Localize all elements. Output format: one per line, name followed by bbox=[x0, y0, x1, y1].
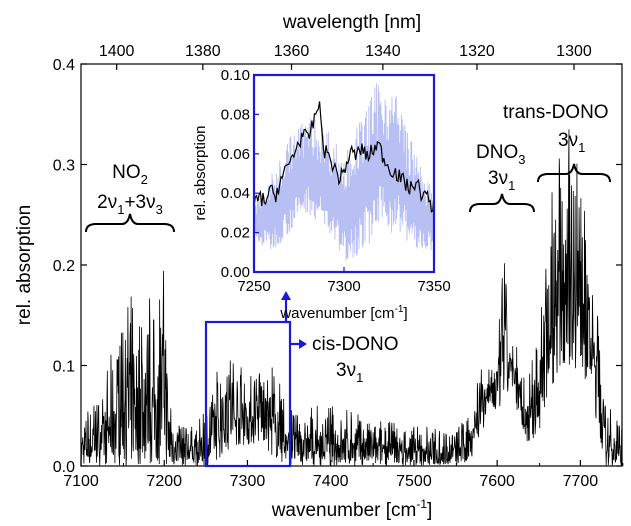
y-tick-label: 0.4 bbox=[53, 57, 75, 74]
inset-y-tick-label: 0.08 bbox=[221, 106, 250, 123]
top-tick-label: 1340 bbox=[365, 43, 401, 60]
inset-x-tick-label: 7250 bbox=[237, 278, 270, 295]
trans-dono-bracket bbox=[537, 163, 611, 183]
x-axis-title: wavenumber [cm-1] bbox=[271, 497, 433, 521]
dno3-label: DNO3 bbox=[476, 142, 525, 167]
main-spectrum-line bbox=[80, 129, 623, 467]
cis-dono-highlight-box bbox=[204, 320, 292, 468]
top-tick-label: 1320 bbox=[459, 43, 495, 60]
trans-dono-label: trans-DONO bbox=[503, 102, 609, 123]
y-axis-title: rel. absorption bbox=[14, 205, 35, 325]
no2-bracket bbox=[85, 213, 175, 233]
x-tick-label: 7400 bbox=[313, 473, 349, 490]
inset-y-axis-title: rel. absorption bbox=[192, 125, 209, 220]
x-tick-label: 7200 bbox=[146, 473, 182, 490]
inset-reference-trace bbox=[253, 83, 435, 261]
cis-dono-arrowhead bbox=[299, 339, 307, 349]
x-tick-label: 7500 bbox=[396, 473, 432, 490]
main-spectrum-trace bbox=[80, 129, 623, 467]
inset-y-tick-label: 0.06 bbox=[221, 146, 250, 163]
y-tick-label: 0.0 bbox=[53, 459, 75, 476]
y-tick-label: 0.2 bbox=[53, 258, 75, 275]
x-tick-label: 7300 bbox=[230, 473, 266, 490]
y-tick-label: 0.1 bbox=[53, 359, 75, 376]
cis-dono-label: cis-DONO bbox=[312, 334, 399, 355]
y-tick-label: 0.3 bbox=[53, 158, 75, 175]
top-tick-label: 1300 bbox=[556, 43, 592, 60]
dno3-bracket bbox=[469, 193, 535, 213]
inset-measured-line bbox=[253, 101, 435, 213]
top-tick-label: 1360 bbox=[274, 43, 310, 60]
inset-reference-line bbox=[253, 83, 435, 261]
no2-label: NO2 bbox=[112, 162, 148, 187]
inset-y-tick-label: 0.00 bbox=[221, 264, 250, 281]
inset-arrowhead bbox=[281, 291, 291, 300]
inset-axis-ticks: 7250 7300 7350 0.00 0.02 0.04 0.06 0.08 0.10 bbox=[221, 67, 451, 295]
main-axis-ticks: 7100 7200 7300 7400 7500 7600 7700 0.0 0.1 0.2 0.3… bbox=[53, 43, 624, 490]
main-plot: 7100 7200 7300 7400 7500 7600 7700 0.0 0.1 0.2 0.3… bbox=[14, 12, 624, 521]
trans-dono-band-label: 3ν1 bbox=[558, 130, 585, 155]
inset-y-tick-label: 0.02 bbox=[221, 225, 250, 242]
annotations: NO2 2ν1+3ν3 cis-DONO 3ν1 DNO3 3ν1 trans-… bbox=[85, 102, 611, 385]
no2-band-label: 2ν1+3ν3 bbox=[97, 192, 163, 217]
x-tick-label: 7600 bbox=[479, 473, 515, 490]
top-tick-label: 1380 bbox=[185, 43, 221, 60]
inset-y-tick-label: 0.04 bbox=[221, 185, 250, 202]
inset-x-axis-title: wavenumber [cm-1] bbox=[279, 304, 407, 322]
top-tick-label: 1400 bbox=[99, 43, 135, 60]
inset-x-tick-label: 7350 bbox=[417, 278, 450, 295]
x-tick-label: 7700 bbox=[563, 473, 599, 490]
inset-plot: 7250 7300 7350 0.00 0.02 0.04 0.06 0.08 0.10 wav… bbox=[192, 67, 451, 322]
inset-x-tick-label: 7300 bbox=[327, 278, 360, 295]
inset-y-tick-label: 0.10 bbox=[221, 67, 250, 84]
inset-measured-trace bbox=[253, 101, 435, 213]
top-axis-title: wavelength [nm] bbox=[282, 12, 421, 33]
highlight-region bbox=[204, 291, 307, 468]
cis-dono-band-label: 3ν1 bbox=[336, 360, 363, 385]
x-tick-label: 7100 bbox=[63, 473, 99, 490]
dno3-band-label: 3ν1 bbox=[488, 168, 515, 193]
